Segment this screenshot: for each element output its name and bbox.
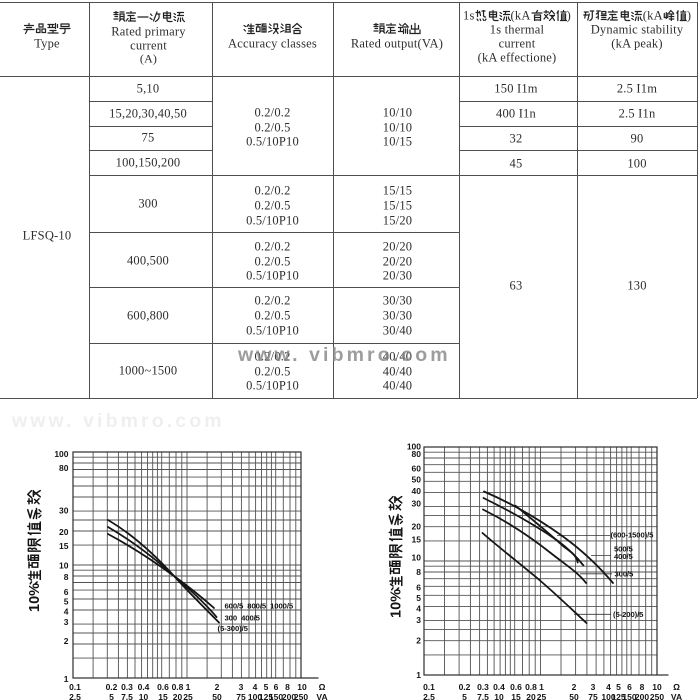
svg-text:500/5: 500/5 [614, 545, 634, 554]
svg-text:VA: VA [316, 692, 327, 700]
svg-text:0.2: 0.2 [106, 682, 118, 692]
svg-text:3: 3 [64, 617, 69, 627]
svg-text:3: 3 [591, 682, 596, 692]
svg-text:5: 5 [64, 597, 69, 607]
svg-text:20: 20 [59, 527, 69, 537]
svg-text:1: 1 [539, 682, 544, 692]
svg-text:15: 15 [511, 692, 521, 700]
svg-text:80: 80 [412, 449, 422, 459]
svg-text:8: 8 [64, 572, 69, 582]
svg-text:15: 15 [59, 541, 69, 551]
svg-text:5: 5 [462, 692, 467, 700]
svg-text:80: 80 [59, 463, 69, 473]
svg-text:0.4: 0.4 [138, 682, 150, 692]
svg-text:250: 250 [650, 692, 664, 700]
svg-text:0.6: 0.6 [157, 682, 169, 692]
svg-text:15: 15 [158, 692, 168, 700]
svg-text:3: 3 [239, 682, 244, 692]
svg-text:2: 2 [215, 682, 220, 692]
svg-text:75: 75 [588, 692, 598, 700]
svg-text:0.8: 0.8 [172, 682, 184, 692]
svg-text:5: 5 [616, 682, 621, 692]
svg-text:5: 5 [264, 682, 269, 692]
svg-text:4: 4 [606, 682, 611, 692]
svg-text:0.8: 0.8 [525, 682, 537, 692]
svg-text:125: 125 [611, 692, 625, 700]
svg-text:1: 1 [416, 670, 421, 680]
svg-text:0.1: 0.1 [69, 682, 81, 692]
svg-text:75: 75 [236, 692, 246, 700]
svg-text:0.6: 0.6 [510, 682, 522, 692]
svg-text:2.5: 2.5 [423, 692, 435, 700]
svg-text:7.5: 7.5 [121, 692, 133, 700]
svg-text:300/5: 300/5 [615, 570, 635, 579]
svg-text:25: 25 [183, 692, 193, 700]
svg-text:5: 5 [416, 593, 421, 603]
svg-text:10%: 10% [389, 589, 405, 618]
svg-text:1: 1 [64, 674, 69, 684]
svg-text:8: 8 [640, 682, 645, 692]
svg-text:6: 6 [64, 587, 69, 597]
svg-text:Ω: Ω [319, 682, 326, 692]
svg-text:(5-200)/5: (5-200)/5 [613, 610, 644, 619]
svg-text:200: 200 [282, 692, 296, 700]
svg-text:2: 2 [416, 636, 421, 646]
svg-text:150: 150 [622, 692, 636, 700]
svg-text:3: 3 [416, 615, 421, 625]
svg-text:30: 30 [412, 499, 422, 509]
svg-text:4: 4 [416, 604, 421, 614]
svg-text:125: 125 [259, 692, 273, 700]
svg-text:25: 25 [537, 692, 547, 700]
svg-text:2: 2 [64, 636, 69, 646]
svg-text:100: 100 [248, 692, 262, 700]
svg-text:10: 10 [412, 553, 422, 563]
svg-text:4: 4 [64, 607, 69, 617]
svg-text:4: 4 [253, 682, 258, 692]
svg-text:20: 20 [526, 692, 536, 700]
svg-text:10%: 10% [27, 583, 43, 612]
svg-text:6: 6 [274, 682, 279, 692]
svg-text:600/5 800/5 1000/5: 600/5 800/5 1000/5 [225, 602, 294, 611]
svg-text:0.3: 0.3 [477, 682, 489, 692]
svg-text:40: 40 [412, 486, 422, 496]
svg-text:10: 10 [139, 692, 149, 700]
svg-text:(5-300)/5: (5-300)/5 [218, 624, 249, 633]
svg-text:7.5: 7.5 [477, 692, 489, 700]
svg-text:0.2: 0.2 [459, 682, 471, 692]
svg-text:1: 1 [186, 682, 191, 692]
svg-text:2.5: 2.5 [69, 692, 81, 700]
svg-text:20: 20 [412, 522, 422, 532]
svg-text:VA: VA [671, 692, 682, 700]
svg-text:0.1: 0.1 [423, 682, 435, 692]
svg-text:(600-1500)/5: (600-1500)/5 [611, 531, 655, 540]
svg-text:15: 15 [412, 535, 422, 545]
svg-text:300 400/5: 300 400/5 [225, 614, 261, 623]
svg-text:10: 10 [297, 682, 307, 692]
svg-text:0.3: 0.3 [121, 682, 133, 692]
svg-text:2: 2 [572, 682, 577, 692]
svg-text:400/5: 400/5 [614, 552, 634, 561]
svg-text:8: 8 [285, 682, 290, 692]
svg-text:10: 10 [652, 682, 662, 692]
svg-text:100: 100 [407, 442, 421, 452]
svg-text:6: 6 [627, 682, 632, 692]
svg-text:10: 10 [59, 561, 69, 571]
svg-text:50: 50 [569, 692, 579, 700]
svg-text:50: 50 [412, 475, 422, 485]
svg-text:100: 100 [601, 692, 615, 700]
svg-text:50: 50 [212, 692, 222, 700]
svg-text:100: 100 [54, 449, 68, 459]
svg-text:8: 8 [416, 567, 421, 577]
svg-text:5: 5 [109, 692, 114, 700]
svg-text:10: 10 [494, 692, 504, 700]
svg-text:20: 20 [173, 692, 183, 700]
svg-text:150: 150 [269, 692, 283, 700]
svg-text:0.4: 0.4 [493, 682, 505, 692]
svg-text:30: 30 [59, 506, 69, 516]
svg-text:Ω: Ω [673, 682, 680, 692]
svg-text:6: 6 [416, 583, 421, 593]
svg-text:60: 60 [412, 464, 422, 474]
svg-text:250: 250 [294, 692, 308, 700]
svg-text:200: 200 [635, 692, 649, 700]
